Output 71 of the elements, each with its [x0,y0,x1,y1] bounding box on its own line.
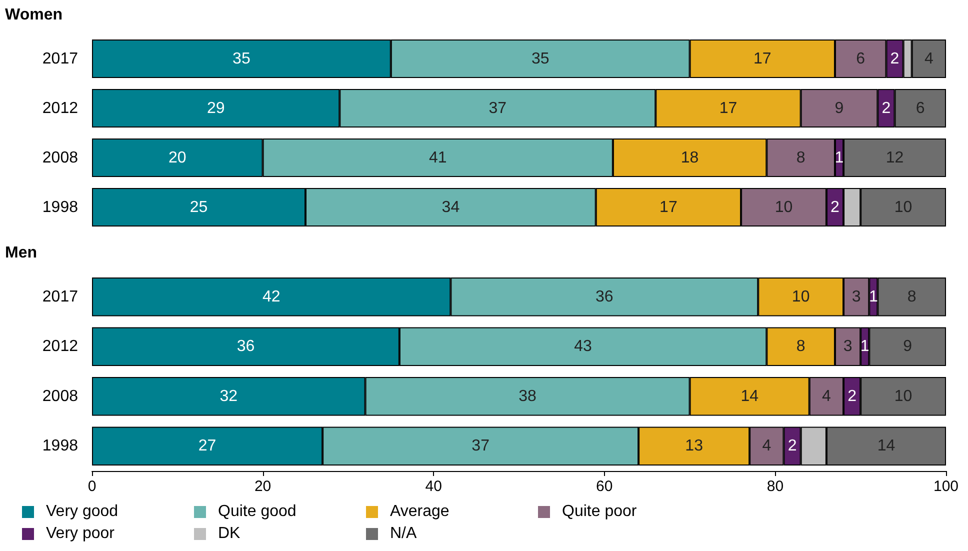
data-label: 36 [596,288,614,306]
data-label: 1 [868,288,878,306]
y-tick-label: 1998 [42,198,78,216]
data-label: 34 [442,198,460,216]
data-label: 14 [740,388,759,405]
x-tick-label: 80 [766,478,784,495]
data-label: 32 [220,388,238,405]
data-label: 17 [753,50,772,68]
data-label: 8 [796,338,806,356]
data-label: 14 [877,438,896,455]
legend-label: Quite good [218,503,296,521]
data-label: 35 [232,50,250,68]
data-label: 12 [886,149,904,166]
data-label: 42 [262,288,280,306]
legend-label: Average [390,503,450,521]
y-tick-label: 2008 [42,388,78,405]
data-label: 8 [907,288,916,306]
data-label: 37 [472,438,490,455]
legend-label: Very good [46,503,118,521]
data-label: 25 [190,198,208,216]
data-label: 10 [774,198,793,216]
data-label: 36 [236,338,255,356]
data-label: 43 [574,338,592,356]
y-tick-label: 2008 [42,149,78,166]
data-label: 37 [488,100,507,117]
data-label: 6 [916,100,925,117]
data-label: 2 [848,388,857,405]
data-label: 18 [680,149,699,166]
y-tick-label: 1998 [42,438,78,455]
data-label: 17 [719,100,738,117]
x-tick-label: 0 [88,478,96,495]
data-label: 10 [894,388,912,405]
data-label: 4 [924,50,934,68]
data-label: 10 [894,198,912,216]
data-label: 10 [792,288,810,306]
legend-label: DK [218,525,240,543]
x-tick-label: 60 [596,478,613,495]
data-label: 27 [198,438,216,455]
x-tick-label: 40 [425,478,442,495]
y-tick-label: 2012 [42,338,78,356]
data-label: 20 [168,149,186,166]
data-label: 8 [796,149,806,166]
data-label: 3 [843,338,852,356]
data-label: 9 [834,100,844,117]
data-label: 4 [762,438,772,455]
y-tick-label: 2012 [42,100,78,117]
chart-title: Women [5,6,62,24]
data-label: 38 [518,388,537,405]
data-label: 29 [206,100,225,117]
data-label: 1 [860,338,870,356]
data-label: 3 [852,288,861,306]
data-label: 13 [685,438,704,455]
legend-label: Very poor [46,525,114,543]
x-tick-label: 100 [933,478,959,495]
legend-label: N/A [390,525,417,543]
y-tick-label: 2017 [42,50,78,68]
y-tick-label: 2017 [42,288,78,306]
data-label: 1 [834,149,844,166]
data-label: 9 [903,338,912,356]
legend-label: Quite poor [562,503,637,521]
data-label: 17 [660,198,678,216]
data-label: 2 [788,438,797,455]
data-label: 35 [531,50,550,68]
data-label: 2 [890,50,900,68]
data-label: 4 [822,388,831,405]
data-label: 2 [830,198,840,216]
data-label: 2 [882,100,891,117]
data-label: 6 [856,50,866,68]
chart-title: Men [5,244,37,262]
data-label: 41 [428,149,447,166]
x-tick-label: 20 [254,478,272,495]
